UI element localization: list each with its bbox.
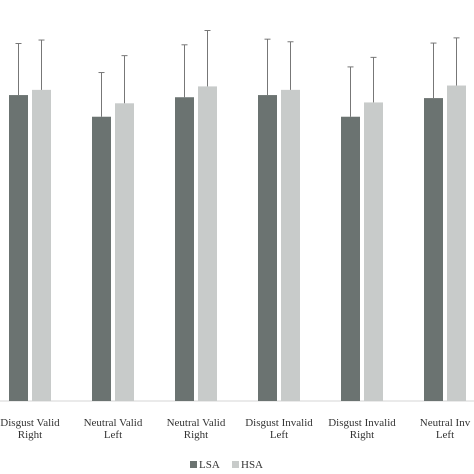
bar-group (9, 30, 466, 402)
bar-hsa-3 (281, 89, 300, 401)
x-tick-label-4: Disgust Invalid Right (328, 417, 396, 441)
bar-hsa-1 (115, 103, 134, 402)
bar-lsa-5 (424, 98, 443, 401)
legend-swatch-hsa (232, 461, 239, 468)
bar-lsa-3 (258, 95, 277, 402)
bar-lsa-2 (175, 97, 194, 401)
legend-label-lsa: LSA (199, 459, 220, 471)
legend-swatch-lsa (190, 461, 197, 468)
bar-hsa-0 (32, 89, 51, 401)
x-tick-labels: Disgust Valid Right Neutral Valid Left Neutr… (0, 417, 470, 441)
bar-hsa-4 (364, 102, 383, 401)
bar-hsa-2 (198, 86, 217, 402)
bar-hsa-5 (447, 85, 466, 402)
x-tick-label-1: Neutral Valid Left (84, 417, 143, 441)
legend: LSA HSA (190, 459, 263, 471)
legend-label-hsa: HSA (241, 459, 263, 471)
bar-lsa-4 (341, 116, 360, 401)
bar-lsa-0 (9, 95, 28, 402)
x-tick-label-0: Disgust Valid Right (0, 417, 60, 441)
x-tick-label-5: Neutral Inv Left (420, 417, 471, 441)
x-tick-label-2: Neutral Valid Right (167, 417, 226, 441)
bar-lsa-1 (92, 116, 111, 401)
x-tick-label-3: Disgust Invalid Left (245, 417, 313, 441)
